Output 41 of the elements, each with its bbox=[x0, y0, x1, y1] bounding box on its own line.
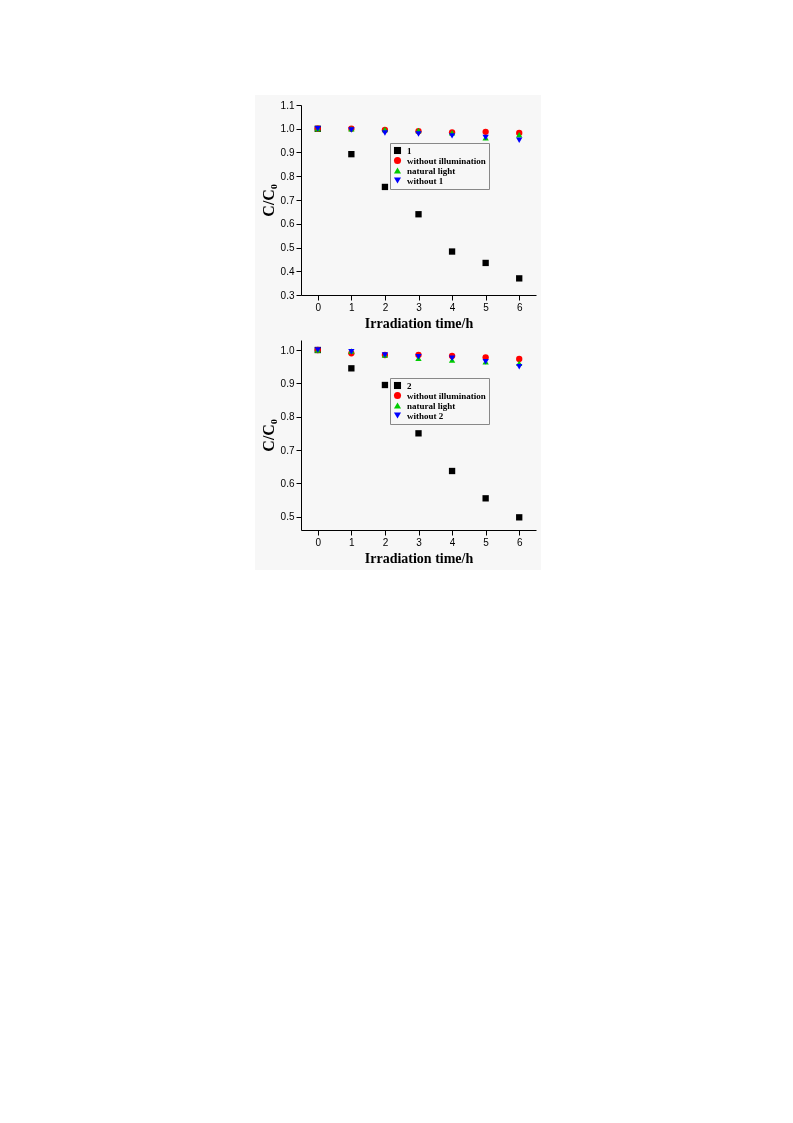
y-tick-label: 0.5 bbox=[280, 242, 295, 253]
x-tick-label: 3 bbox=[416, 301, 423, 313]
x-tick-label: 3 bbox=[416, 536, 423, 548]
y-tick-label: 1.0 bbox=[280, 123, 295, 135]
y-tick-label: 0.8 bbox=[280, 411, 295, 423]
legend-label: without 1 bbox=[407, 175, 444, 186]
y-tick-label: 1.0 bbox=[280, 344, 295, 356]
x-tick-label: 6 bbox=[516, 536, 523, 548]
x-tick-label: 6 bbox=[516, 301, 523, 313]
y-axis-title: C/C₀ bbox=[259, 184, 277, 217]
legend-label: natural light bbox=[407, 165, 456, 176]
y-tick-label: 0.7 bbox=[280, 194, 295, 206]
x-tick-label: 4 bbox=[449, 536, 456, 548]
y-axis-title: C/C₀ bbox=[259, 419, 277, 452]
legend-label: without 2 bbox=[407, 410, 444, 421]
x-axis-title: Irradiation time/h bbox=[364, 315, 474, 331]
y-tick-label: 0.3 bbox=[280, 289, 295, 301]
x-tick-label: 4 bbox=[449, 301, 456, 313]
x-tick-label: 2 bbox=[382, 536, 389, 548]
y-tick-label: 0.6 bbox=[280, 218, 295, 230]
legend-label: 1 bbox=[407, 145, 412, 156]
y-tick-label: 0.5 bbox=[280, 511, 295, 523]
y-tick-label: 0.7 bbox=[280, 444, 295, 456]
x-axis-title: Irradiation time/h bbox=[364, 550, 474, 566]
x-tick-label: 0 bbox=[315, 301, 322, 313]
x-tick-label: 2 bbox=[382, 301, 389, 313]
y-tick-label: 1.1 bbox=[280, 99, 295, 111]
x-tick-label: 0 bbox=[315, 536, 322, 548]
x-tick-label: 5 bbox=[483, 536, 490, 548]
legend-label: 2 bbox=[407, 380, 412, 391]
x-tick-label: 5 bbox=[483, 301, 490, 313]
y-tick-label: 0.9 bbox=[280, 377, 295, 389]
x-tick-label: 1 bbox=[349, 301, 356, 313]
legend-label: natural light bbox=[407, 400, 456, 411]
y-tick-label: 0.9 bbox=[280, 147, 295, 158]
y-tick-label: 0.4 bbox=[280, 265, 295, 277]
legend-label: without illumination bbox=[407, 155, 486, 166]
x-tick-label: 1 bbox=[349, 536, 356, 548]
legend-label: without illumination bbox=[407, 390, 486, 401]
y-tick-label: 0.8 bbox=[280, 170, 295, 182]
y-tick-label: 0.6 bbox=[280, 477, 295, 489]
